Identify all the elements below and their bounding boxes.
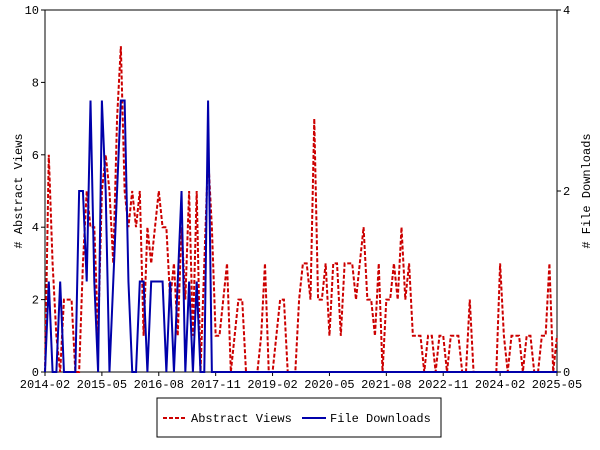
x-tick-label: 2021-08 — [361, 378, 411, 392]
y-tick-label: 8 — [32, 76, 39, 90]
x-tick-label: 2025-05 — [532, 378, 582, 392]
y-tick-label: 6 — [32, 149, 39, 163]
x-tick-label: 2015-05 — [77, 378, 127, 392]
x-tick-label: 2024-02 — [475, 378, 525, 392]
x-tick-label: 2019-02 — [247, 378, 297, 392]
legend-label: File Downloads — [330, 412, 431, 426]
y2-axis-label: # File Downloads — [580, 133, 594, 248]
x-tick-label: 2014-02 — [20, 378, 70, 392]
legend-label: Abstract Views — [191, 412, 292, 426]
y2-tick-label: 2 — [563, 185, 570, 199]
y2-tick-label: 4 — [563, 4, 570, 18]
series-line — [44, 46, 558, 373]
y2-tick-label: 0 — [563, 366, 570, 380]
x-tick-label: 2016-08 — [134, 378, 184, 392]
legend — [156, 397, 442, 438]
y-tick-label: 2 — [32, 294, 39, 308]
y-tick-label: 10 — [25, 4, 39, 18]
y-axis-label: # Abstract Views — [12, 133, 26, 248]
x-tick-label: 2022-11 — [418, 378, 468, 392]
series-line — [44, 99, 557, 373]
x-tick-label: 2020-05 — [304, 378, 354, 392]
y-tick-label: 4 — [32, 221, 39, 235]
x-tick-label: 2017-11 — [190, 378, 240, 392]
y-tick-label: 0 — [32, 366, 39, 380]
